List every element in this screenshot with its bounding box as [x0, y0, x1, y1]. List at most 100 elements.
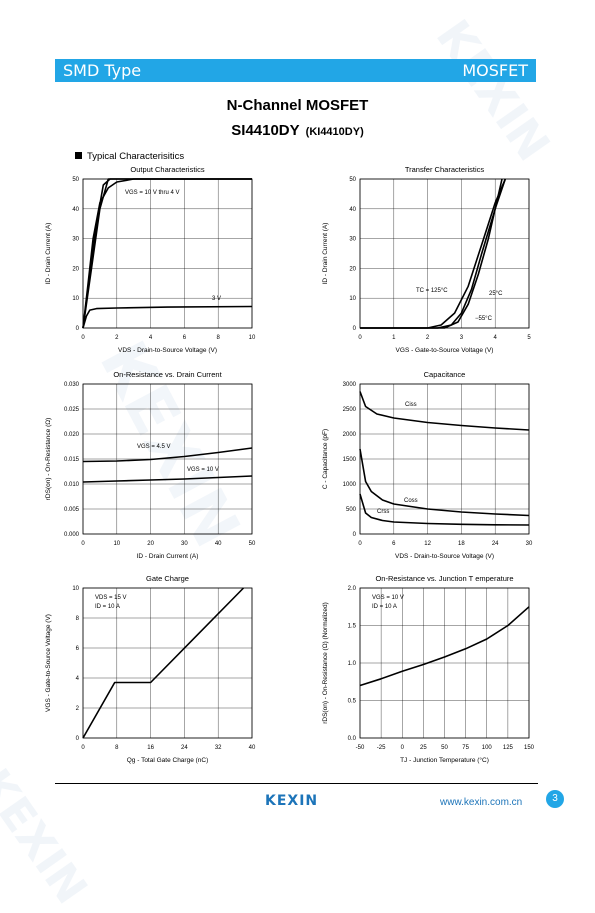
x-tick-label: 125 [503, 745, 514, 751]
y-tick-label: 0.025 [64, 407, 80, 413]
y-tick-label: 0.010 [64, 482, 80, 488]
x-tick-label: 12 [424, 541, 431, 547]
series-line [359, 448, 530, 517]
chart-title: On-Resistance vs. Drain Current [113, 370, 222, 379]
series-line [82, 305, 253, 329]
series-label: VGS = 10 V [187, 467, 219, 473]
x-tick-label: 50 [441, 745, 448, 751]
x-tick-label: 8 [115, 745, 119, 751]
series-line [82, 178, 252, 329]
x-tick-label: 40 [249, 745, 256, 751]
y-tick-label: 0.005 [64, 507, 80, 513]
series-label: Crss [377, 509, 389, 515]
y-axis-label: VGS - Gate-to-Source Voltage (V) [45, 614, 52, 712]
y-tick-label: 2.0 [348, 586, 357, 592]
x-tick-label: 0 [358, 335, 362, 341]
series-line [360, 178, 503, 329]
chart-title: Transfer Characteristics [405, 165, 485, 174]
x-tick-label: -50 [356, 745, 365, 751]
series-label: VGS = 4.5 V [137, 444, 171, 450]
page-number: 3 [546, 790, 564, 808]
y-tick-label: 500 [346, 507, 357, 513]
series-line [359, 606, 530, 687]
bullet-square-icon [75, 152, 82, 159]
y-tick-label: 40 [72, 207, 79, 213]
y-tick-label: 0 [76, 326, 80, 332]
header-banner: SMD Type MOSFET [55, 59, 536, 82]
x-tick-label: 8 [217, 335, 221, 341]
y-tick-label: 0.000 [64, 532, 80, 538]
y-tick-label: 4 [76, 676, 80, 682]
header-type: SMD Type [63, 61, 142, 80]
y-tick-label: 1.5 [348, 624, 357, 630]
footer-rule [55, 783, 538, 784]
annotation: VGS = 10 V thru 4 V [125, 190, 180, 196]
y-axis-label: rDS(on) - On-Resistance (Ω) [45, 418, 52, 501]
x-tick-label: 100 [482, 745, 493, 751]
x-tick-label: 24 [181, 745, 188, 751]
y-tick-label: 1000 [343, 482, 357, 488]
series-label: TC = 125°C [416, 288, 448, 294]
series-line [359, 493, 530, 526]
series-line [82, 587, 245, 739]
x-tick-label: 0 [81, 745, 85, 751]
x-tick-label: 0 [81, 541, 85, 547]
x-tick-label: 5 [527, 335, 531, 341]
annotation: 3 V [212, 296, 221, 302]
x-tick-label: 32 [215, 745, 222, 751]
annotation: VGS = 10 V [372, 595, 404, 601]
y-tick-label: 50 [72, 177, 79, 183]
part-main: SI4410DY [231, 122, 300, 139]
y-tick-label: 10 [72, 586, 79, 592]
series-label: Coss [404, 498, 418, 504]
x-axis-label: ID - Drain Current (A) [137, 553, 199, 560]
x-tick-label: 20 [147, 541, 154, 547]
y-tick-label: 2000 [343, 432, 357, 438]
x-tick-label: 75 [462, 745, 469, 751]
x-tick-label: 0 [401, 745, 405, 751]
x-tick-label: 150 [524, 745, 535, 751]
y-tick-label: 0.020 [64, 432, 80, 438]
y-tick-label: 1.0 [348, 661, 357, 667]
annotation: ID = 10 A [372, 604, 397, 610]
x-tick-label: 0 [81, 335, 85, 341]
y-axis-label: ID - Drain Current (A) [45, 223, 52, 285]
y-tick-label: 6 [76, 646, 80, 652]
chart-title: Capacitance [424, 370, 466, 379]
x-tick-label: 2 [115, 335, 119, 341]
y-tick-label: 0 [76, 736, 80, 742]
annotation: ID = 10 A [95, 604, 120, 610]
series-line [359, 391, 530, 431]
x-tick-label: 24 [492, 541, 499, 547]
x-tick-label: 30 [526, 541, 533, 547]
y-tick-label: 1500 [343, 457, 357, 463]
y-tick-label: 50 [349, 177, 356, 183]
series-line [82, 178, 252, 329]
x-tick-label: 16 [147, 745, 154, 751]
y-tick-label: 0.0 [348, 736, 357, 742]
x-axis-label: Qg - Total Gate Charge (nC) [127, 757, 209, 764]
y-tick-label: 0 [353, 326, 357, 332]
x-tick-label: 18 [458, 541, 465, 547]
y-tick-label: 30 [72, 237, 79, 243]
y-tick-label: 40 [349, 207, 356, 213]
x-axis-label: VDS - Drain-to-Source Voltage (V) [395, 553, 494, 560]
x-axis-label: VDS - Drain-to-Source Voltage (V) [118, 347, 217, 354]
y-tick-label: 10 [349, 296, 356, 302]
y-tick-label: 8 [76, 616, 80, 622]
y-tick-label: 10 [72, 296, 79, 302]
x-tick-label: 10 [113, 541, 120, 547]
footer-url[interactable]: www.kexin.com.cn [440, 797, 523, 808]
annotation: VDS = 15 V [95, 595, 127, 601]
y-tick-label: 0 [353, 532, 357, 538]
y-tick-label: 0.5 [348, 699, 357, 705]
chart-title: Output Characteristics [130, 165, 204, 174]
y-tick-label: 20 [349, 266, 356, 272]
part-alt: (KI4410DY) [305, 126, 364, 138]
chart-title: On-Resistance vs. Junction T emperature [375, 574, 513, 583]
x-tick-label: 1 [392, 335, 396, 341]
x-tick-label: 2 [426, 335, 430, 341]
y-axis-label: ID - Drain Current (A) [322, 223, 329, 285]
plot-frame [359, 178, 530, 329]
